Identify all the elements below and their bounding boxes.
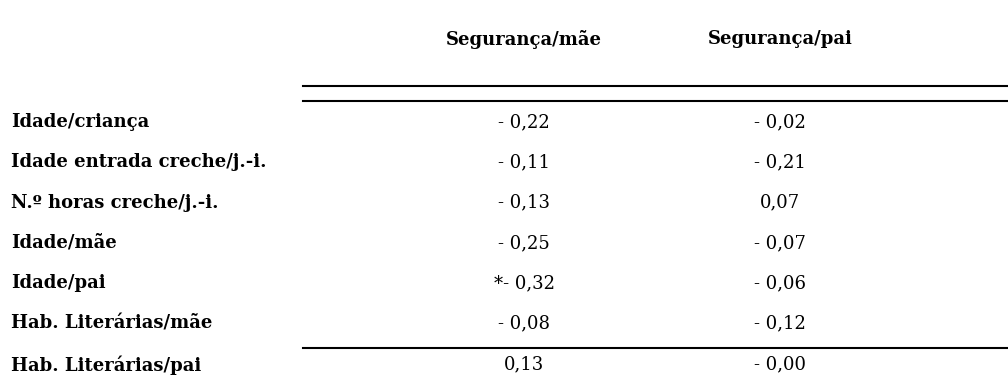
- Text: Idade/mãe: Idade/mãe: [11, 234, 117, 252]
- Text: - 0,13: - 0,13: [498, 194, 550, 212]
- Text: - 0,08: - 0,08: [498, 315, 550, 333]
- Text: Idade/criança: Idade/criança: [11, 113, 150, 131]
- Text: Segurança/mãe: Segurança/mãe: [447, 30, 602, 49]
- Text: - 0,12: - 0,12: [755, 315, 806, 333]
- Text: - 0,02: - 0,02: [755, 113, 806, 131]
- Text: Hab. Literárias/mãe: Hab. Literárias/mãe: [11, 315, 213, 333]
- Text: - 0,06: - 0,06: [754, 274, 806, 292]
- Text: Idade/pai: Idade/pai: [11, 274, 106, 292]
- Text: N.º horas creche/j.-i.: N.º horas creche/j.-i.: [11, 194, 219, 212]
- Text: - 0,21: - 0,21: [755, 153, 806, 171]
- Text: - 0,00: - 0,00: [754, 355, 806, 373]
- Text: - 0,25: - 0,25: [498, 234, 550, 252]
- Text: 0,07: 0,07: [760, 194, 800, 212]
- Text: Segurança/pai: Segurança/pai: [708, 30, 853, 48]
- Text: Hab. Literárias/pai: Hab. Literárias/pai: [11, 355, 202, 374]
- Text: *- 0,32: *- 0,32: [494, 274, 554, 292]
- Text: - 0,07: - 0,07: [755, 234, 806, 252]
- Text: - 0,11: - 0,11: [498, 153, 550, 171]
- Text: 0,13: 0,13: [504, 355, 544, 373]
- Text: - 0,22: - 0,22: [498, 113, 550, 131]
- Text: Idade entrada creche/j.-i.: Idade entrada creche/j.-i.: [11, 153, 267, 171]
